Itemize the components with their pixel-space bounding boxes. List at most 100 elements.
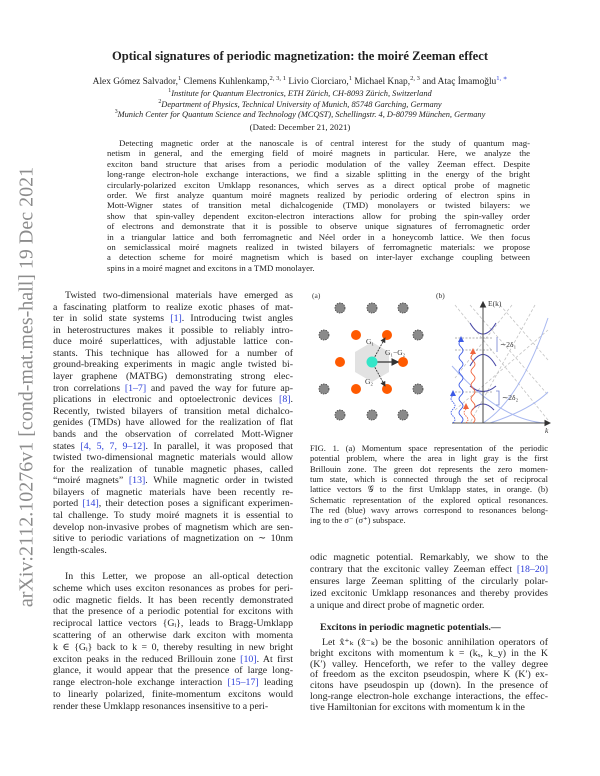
paper-title: Optical signatures of periodic magnetiza… xyxy=(111,49,489,63)
author-affiliation-mark: 1 xyxy=(348,74,353,82)
text-line: In this Letter, we propose an all-optica… xyxy=(65,571,293,582)
text-line: to linearly polarized, finite-momentum e… xyxy=(53,689,293,700)
citation-link[interactable]: [8] xyxy=(279,394,291,406)
author-name: Michael Knap, xyxy=(352,77,411,87)
author-name: and Ataç İmamoğlu xyxy=(419,77,497,87)
citation-link[interactable]: [4, 5, 7, 9–12] xyxy=(80,440,146,452)
text-line: The red (blue) wavy arrows correspond to… xyxy=(310,504,548,515)
affiliation-number: 1 xyxy=(168,88,172,95)
text-line: in a triangular lattice and both ferroma… xyxy=(107,231,530,242)
citation-link[interactable]: [13] xyxy=(128,475,146,487)
lattice-point xyxy=(318,329,330,341)
affiliation: 2Department of Physics, Technical Univer… xyxy=(0,98,600,109)
free-dispersion-dashed xyxy=(454,329,549,411)
author-affiliation-mark: 2, 3 xyxy=(410,74,420,82)
text-line: bilayers of magnetic materials have been… xyxy=(53,486,293,498)
lattice-point xyxy=(366,302,378,314)
text-line: netism in general, and the emerging fiel… xyxy=(107,148,530,159)
text-line: potential problem, where the area in lig… xyxy=(310,453,548,464)
zero-momentum-point xyxy=(366,356,378,368)
text-line: lattice vectors 𝒢 to the first Umklapp s… xyxy=(310,484,548,495)
sigma-plus-wavy-arrow-head xyxy=(450,390,456,396)
text-line: Recently, twisted bilayers of transition… xyxy=(53,405,293,417)
sigma-plus-wavy-arrow xyxy=(458,341,464,424)
text-line: contrary that the excitonic valley Zeema… xyxy=(310,564,548,575)
lattice-point xyxy=(318,383,330,395)
text-line: of electrons and demonstrate that it is … xyxy=(107,221,530,232)
splitting-marker xyxy=(496,390,500,406)
lattice-point xyxy=(412,383,424,395)
exciton-band xyxy=(482,317,549,424)
text-line: Twisted two-dimensional materials have e… xyxy=(65,290,293,301)
text-line: citons have pseudospin up (down). In the… xyxy=(310,680,548,691)
author-affiliation-mark: 2, 3, 1 xyxy=(269,74,286,82)
umklapp-point xyxy=(351,330,361,340)
text-line: exciton peaks in the reduced Brillouin z… xyxy=(53,653,293,665)
text-line: sitive to periodic variations of magneti… xyxy=(53,533,293,545)
umklapp-point xyxy=(382,384,392,394)
vector-label-g1: G₁ xyxy=(366,337,374,346)
text-line: odic magnetic fields. It has been recent… xyxy=(53,594,293,606)
citation-link[interactable]: [15–17] xyxy=(227,677,259,689)
lattice-point xyxy=(334,302,346,314)
text-line: k ∈ {Gᵢ} back to k = 0, thereby resultin… xyxy=(53,641,293,653)
text-line: FIG. 1. (a) Momentum space representatio… xyxy=(310,443,548,453)
text-line: ensures large Zeeman splitting of the ci… xyxy=(310,576,548,587)
affiliation-text: Munich Center for Quantum Science and Te… xyxy=(117,110,486,120)
text-line: a fascinating platform to realize exotic… xyxy=(53,301,293,313)
text-line: ported [14], their detection poses a sig… xyxy=(53,498,293,510)
text-line: ter in solid state systems [1]. Introduc… xyxy=(53,313,293,325)
text-line: tal challenge. To study moiré magnets it… xyxy=(53,510,293,522)
citation-link[interactable]: [1–7] xyxy=(124,382,147,394)
text-line: tum state, which is connected through th… xyxy=(310,473,548,484)
affiliation-text: Department of Physics, Technical Univers… xyxy=(161,99,442,109)
affiliation-number: 3 xyxy=(114,109,118,116)
citation-link[interactable]: [18–20] xyxy=(516,564,548,575)
free-dispersion-dashed xyxy=(469,304,536,424)
citation-link[interactable]: [14] xyxy=(82,498,99,510)
free-dispersion-dashed xyxy=(499,304,549,361)
text-line: tron correlations [1–7] and paved the wa… xyxy=(53,382,294,394)
author-list: Alex Gómez Salvador,1 Clemens Kuhlenkamp… xyxy=(0,74,600,87)
sigma-minus-wavy-arrow xyxy=(470,353,476,424)
sigma-plus-wavy-arrow xyxy=(450,395,456,424)
text-line: glance, it would appear that the presenc… xyxy=(53,665,293,677)
text-line: layer graphene (MATBG) demonstrating str… xyxy=(53,371,293,383)
text-line: show that spin-valley dependent exciton-… xyxy=(107,210,530,221)
text-line: reciprocal lattice vectors {Gᵢ}, leads t… xyxy=(53,618,293,630)
umklapp-point xyxy=(351,384,361,394)
text-line: ized excitonic Umklapp resonances and th… xyxy=(310,588,548,599)
author-name: Alex Gómez Salvador, xyxy=(92,77,178,87)
umklapp-point xyxy=(335,357,345,367)
author-affiliation-mark: 1, ∗ xyxy=(496,74,508,82)
text-line: spins in a moiré magnet and excitons in … xyxy=(107,262,315,273)
sigma-minus-wavy-arrow xyxy=(463,408,469,424)
citation-link[interactable]: [10] xyxy=(240,653,257,665)
text-line: a detection scheme for moiré magnetism w… xyxy=(107,252,530,263)
text-line: circularly-polarized exciton Umklapp res… xyxy=(107,179,530,190)
figure-1: (a) G₁ G₁−G₂ G₂ (b) E(k) k ∼2δ₁ ∼2δ₂ xyxy=(312,291,552,435)
text-line: bands and the observation of correlated … xyxy=(53,428,293,440)
lattice-point xyxy=(366,409,378,421)
affiliation-text: Institute for Quantum Electronics, ETH Z… xyxy=(171,89,432,98)
affiliation-number: 2 xyxy=(158,98,162,105)
text-line: order. We first analyze quantum moiré ma… xyxy=(107,190,530,200)
splitting-label-lower: ∼2δ₂ xyxy=(502,393,519,402)
date-line: (Dated: December 21, 2021) xyxy=(249,122,351,132)
text-line: Detecting magnetic order at the nanoscal… xyxy=(119,138,530,148)
text-line: (K′) valley. Henceforth, we refer to the… xyxy=(310,658,548,670)
text-line: twisted two-dimensional magnetic materia… xyxy=(53,452,293,464)
affiliation: 1Institute for Quantum Electronics, ETH … xyxy=(0,88,600,98)
splitting-label-upper: ∼2δ₁ xyxy=(500,340,517,349)
text-line: “moiré magnets” [13]. While magnetic ord… xyxy=(53,475,293,487)
text-line: develop non-invasive probes of magnetism… xyxy=(53,521,293,533)
text-line: tive Hamiltonian for excitons with momen… xyxy=(310,701,525,713)
citation-link[interactable]: [1] xyxy=(170,313,182,325)
sigma-plus-wavy-arrow-head xyxy=(458,336,464,342)
text-line: states [4, 5, 7, 9–12]. In parallel, it … xyxy=(53,440,293,452)
text-line: bright excitons with momentum k = (kₓ, k… xyxy=(310,647,548,659)
exciton-band xyxy=(489,391,549,424)
vector-label-g1-g2: G₁−G₂ xyxy=(385,348,406,357)
umklapp-point xyxy=(382,330,392,340)
text-line: Let x̂⁺ₖ (x̂⁻ₖ) be the bosonic annihilat… xyxy=(322,637,548,648)
